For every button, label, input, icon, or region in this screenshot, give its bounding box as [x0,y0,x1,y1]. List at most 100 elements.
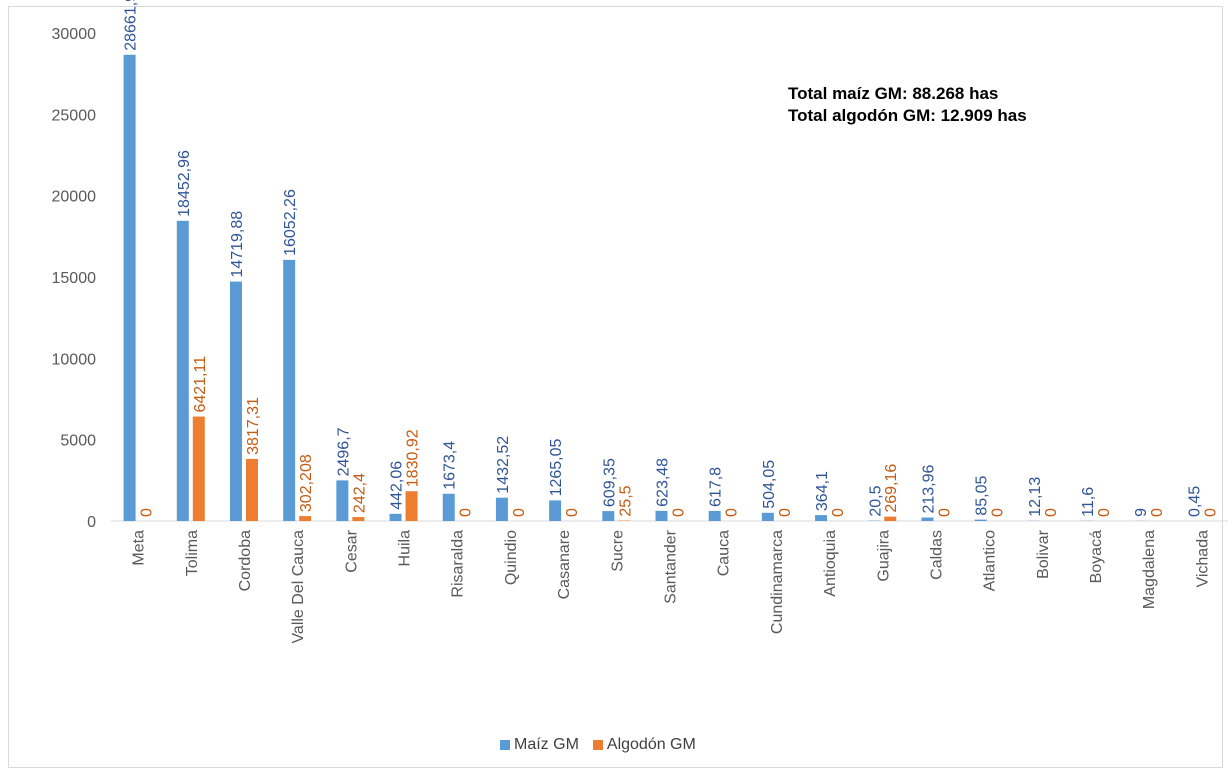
data-label: 0 [936,508,953,517]
data-label: 25,5 [617,485,634,516]
data-label: 11,6 [1080,487,1097,517]
bar-maiz [761,512,774,521]
data-label: 1432,52 [495,436,512,494]
data-label: 6421,11 [192,356,209,413]
data-label: 0 [671,508,688,517]
y-tick-label: 20000 [52,189,97,206]
y-tick-label: 25000 [52,107,97,124]
data-label: 269,16 [883,464,900,513]
bar-maiz [229,281,242,521]
bar-maiz [389,513,402,521]
legend-item-maiz: Maíz GM [500,736,579,754]
bar-maiz [921,517,934,521]
x-tick-label: Bolivar [1035,529,1052,579]
legend-label-maiz: Maíz GM [514,736,579,753]
data-label: 0 [777,508,794,517]
data-label: 617,8 [708,467,725,507]
bar-maiz [283,259,296,521]
data-label: 623,48 [655,458,672,507]
bar-algodon [299,516,312,521]
x-tick-label: Cundinamarca [769,530,786,634]
x-tick-label: Vichada [1194,530,1211,588]
data-label: 28661,96 [123,0,140,51]
data-label: 1265,05 [548,438,565,496]
data-label: 0 [1149,508,1166,517]
x-tick-label: Caldas [928,530,945,580]
data-label: 0 [139,508,156,517]
bar-algodon [884,516,897,521]
data-label: 3817,31 [245,397,262,455]
x-tick-label: Magdalena [1141,530,1158,609]
bar-maiz [549,500,562,521]
x-tick-label: Huila [397,530,414,567]
x-tick-label: Cordoba [237,530,254,591]
x-tick-label: Sucre [609,530,626,572]
data-label: 9 [1133,508,1150,517]
y-tick-label: 10000 [52,351,97,368]
x-tick-label: Risaralda [450,530,467,598]
bar-algodon [352,517,365,521]
data-label: 302,208 [298,454,315,512]
annotation-total-algodon: Total algodón GM: 12.909 has [788,106,1027,125]
data-label: 1830,92 [405,429,422,487]
x-tick-label: Cesar [343,529,360,572]
data-label: 0 [830,508,847,517]
data-label: 1673,4 [442,441,459,490]
legend-item-algodon: Algodón GM [592,736,696,754]
bar-maiz [123,54,136,522]
bar-maiz [974,519,987,521]
data-label: 0 [564,508,581,517]
bar-maiz [655,510,668,521]
x-tick-label: Boyacá [1088,530,1105,583]
data-label: 0 [511,508,528,517]
bar-algodon [405,491,418,521]
data-label: 0 [1043,508,1060,517]
x-tick-label: Atlantico [982,530,999,591]
data-label: 504,05 [761,460,778,509]
y-tick-label: 5000 [60,433,96,450]
data-label: 85,05 [974,475,991,515]
bar-maiz [708,510,721,521]
bar-algodon [192,416,205,521]
x-tick-label: Quindio [503,530,520,585]
x-tick-label: Casanare [556,530,573,599]
data-label: 14719,88 [229,211,246,278]
legend-swatch-maiz [500,740,510,750]
bar-maiz [815,515,828,521]
data-label: 364,1 [814,471,831,511]
data-label: 442,06 [389,461,406,510]
y-tick-label: 15000 [52,270,97,287]
data-label: 213,96 [920,464,937,513]
data-label: 12,13 [1027,477,1044,517]
x-tick-label: Santander [663,529,680,604]
annotation-total-maiz: Total maíz GM: 88.268 has [788,84,999,103]
bar-algodon [245,458,258,521]
bar-maiz [336,480,349,521]
y-tick-label: 30000 [52,26,97,43]
y-tick-label: 0 [87,514,96,531]
data-label: 0 [1096,508,1113,517]
x-tick-label: Cauca [716,530,733,576]
x-tick-label: Valle Del Cauca [290,530,307,644]
bar-maiz [495,497,508,521]
chart-frame [8,6,1223,768]
bar-maiz [442,493,455,521]
data-label: 20,5 [867,485,884,516]
bar-maiz [176,220,189,521]
x-tick-label: Meta [131,530,148,566]
data-label: 2496,7 [335,427,352,476]
x-tick-label: Tolima [184,530,201,576]
data-label: 242,4 [351,473,368,513]
data-label: 0 [724,508,741,517]
x-tick-label: Guajira [875,530,892,582]
data-label: 609,35 [601,458,618,507]
legend: Maíz GM Algodón GM [500,736,710,754]
data-label: 18452,96 [176,150,193,217]
x-tick-label: Antioquia [822,530,839,597]
legend-swatch-algodon [592,740,603,750]
data-label: 0 [990,508,1007,517]
data-label: 0 [1202,508,1219,517]
data-label: 0 [458,508,475,517]
data-label: 16052,26 [282,189,299,256]
